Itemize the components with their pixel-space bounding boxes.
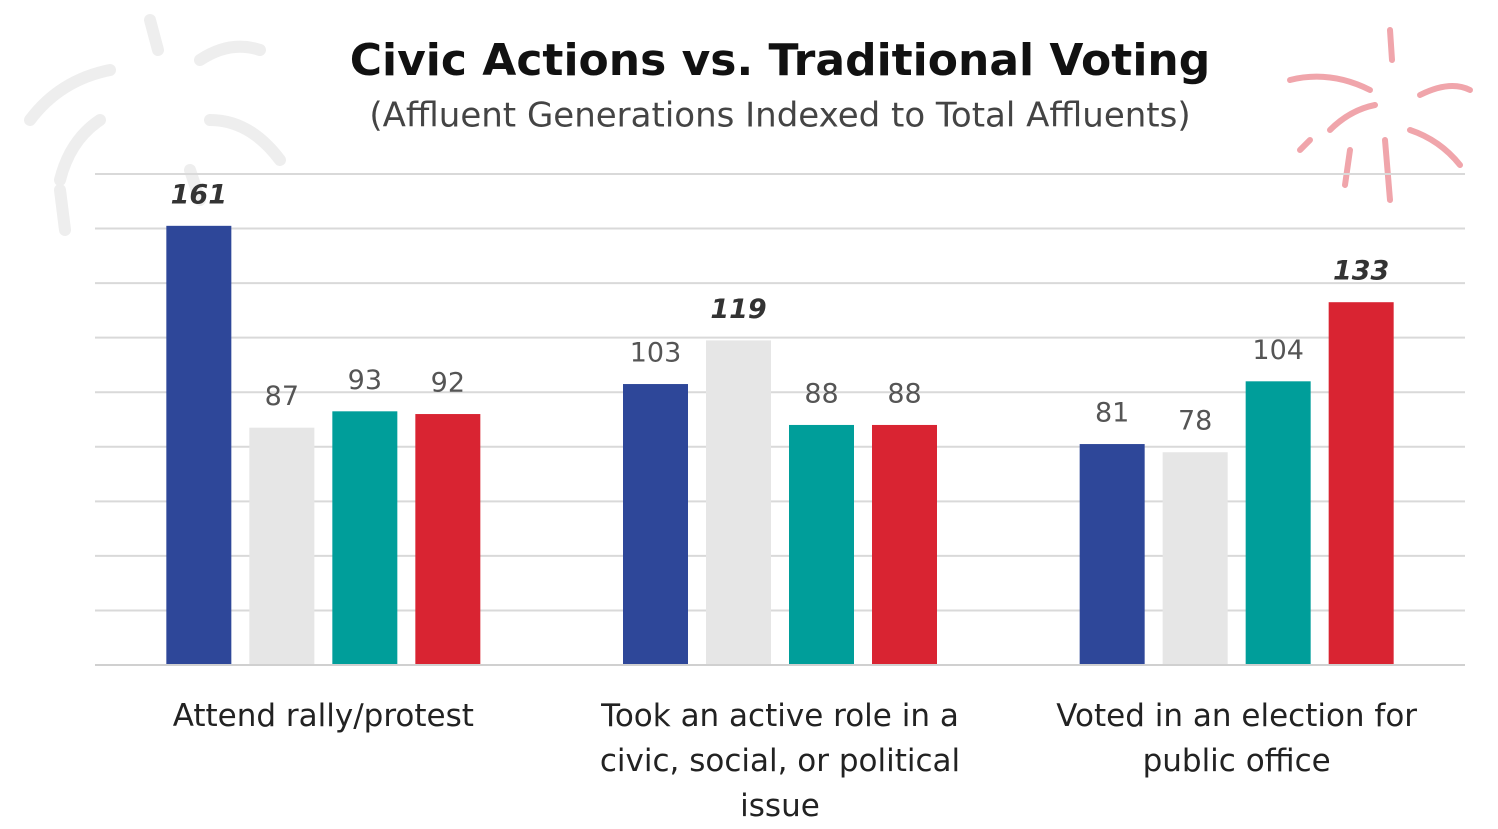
bar [623,384,688,665]
value-label: 88 [804,378,838,409]
x-tick-label: Voted in an election for public office [1056,698,1418,779]
value-label: 119 [710,294,766,325]
value-label: 87 [265,381,299,412]
bar [789,424,854,665]
x-tick-label: Attend rally/protest [172,698,474,734]
value-label: 81 [1095,398,1129,429]
bar [1245,381,1311,665]
bar [166,225,232,666]
bar [1079,444,1145,665]
value-label: 104 [1252,335,1304,366]
bar [415,414,481,665]
bar [1162,452,1228,665]
value-label: 88 [887,378,921,409]
decoration-right [1287,27,1473,203]
x-tick-label: Took an active role in a civic, social, … [599,698,961,824]
decoration-left [24,14,286,236]
value-label: 93 [348,365,382,396]
value-label: 92 [431,368,465,399]
value-label: 103 [630,338,682,369]
bar [1328,302,1394,665]
bar [332,411,398,665]
value-label: 133 [1333,256,1389,287]
bar [706,340,771,665]
value-label: 161 [171,179,227,210]
chart-subtitle: (Affluent Generations Indexed to Total A… [369,96,1190,136]
bar [872,424,937,665]
value-label: 78 [1178,406,1212,437]
bar [249,427,315,665]
chart-title: Civic Actions vs. Traditional Voting [350,35,1210,86]
